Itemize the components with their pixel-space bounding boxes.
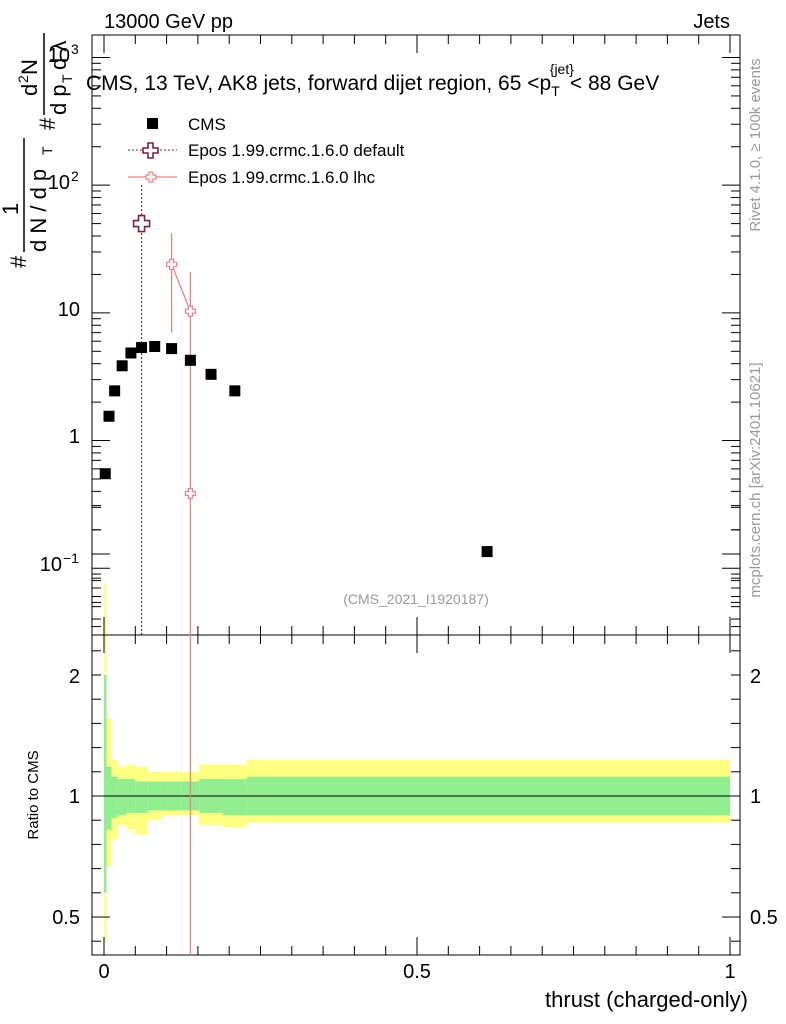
main-y-tick-labels: 10 −1 1 10 10 2 10 3 (40, 41, 80, 576)
y-tick-label-exp: 2 (71, 168, 79, 184)
cms-data-point (125, 347, 137, 359)
y-title-denominator: d N / d p (26, 169, 51, 252)
cms-data-point (149, 341, 161, 353)
cms-data-point (99, 468, 111, 480)
y-title-dlambda: d λ (46, 41, 71, 70)
y-tick-label-base: 10 (48, 172, 70, 194)
ratio-y-axis-title: Ratio to CMS (25, 750, 42, 839)
legend-default-marker (142, 142, 159, 159)
ratio-y-tick-labels: 0.5 1 2 0.5 1 2 (52, 666, 778, 929)
y-tick-label: 1 (69, 426, 80, 448)
ratio-y-tick-label-right: 1 (750, 786, 761, 808)
y-title-dp: d p (46, 84, 71, 115)
ratio-y-tick-label-right: 0.5 (750, 907, 778, 929)
x-tick-labels: 0 0.5 1 (98, 961, 735, 983)
cms-data-point (166, 343, 178, 355)
y-title-one: 1 (0, 203, 23, 215)
source-label: mcplots.cern.ch [arXiv:2401.10621] (747, 362, 764, 597)
chart-title-main: CMS, 13 TeV, AK8 jets, forward dijet reg… (86, 61, 659, 99)
x-tick-label: 1 (724, 961, 735, 983)
main-y-axis-title: # 1 d N / d p T # d 2 N d p T d λ (0, 33, 75, 268)
cms-data-point (184, 354, 196, 366)
ratio-y-tick-label: 2 (69, 666, 80, 688)
x-tick-label: 0 (98, 961, 109, 983)
y-title-d-exp: 2 (15, 75, 31, 83)
y-tick-label: 10 (58, 299, 80, 321)
cms-data-point (116, 360, 128, 372)
cms-data-point (229, 385, 241, 397)
y-tick-label-exp: 3 (71, 41, 79, 57)
legend-label: CMS (188, 115, 226, 134)
y-title-hash-2: # (35, 117, 60, 130)
stat-uncertainty-band (117, 779, 127, 816)
ratio-epos-lhc-point (184, 487, 196, 500)
y-title-pt-sub-2: T (59, 74, 75, 83)
axis-ticks (92, 35, 740, 955)
y-title-N: N (17, 59, 42, 75)
epos-default-point (132, 214, 151, 233)
y-title-hash: # (6, 255, 31, 268)
rivet-version-label: Rivet 4.1.0, ≥ 100k events (747, 58, 764, 231)
x-axis-title: thrust (charged-only) (545, 987, 748, 1012)
y-title-pt-sub: T (39, 146, 55, 155)
y-tick-label-exp: −1 (63, 550, 79, 566)
energy-label: 13000 GeV pp (104, 11, 233, 33)
x-tick-label: 0.5 (403, 961, 431, 983)
ratio-y-tick-label: 0.5 (52, 907, 80, 929)
legend-cms-marker (147, 118, 158, 129)
cms-data-point (103, 410, 115, 422)
legend-label: Epos 1.99.crmc.1.6.0 default (188, 141, 405, 160)
epos-lhc-line (171, 264, 191, 312)
stat-uncertainty-band (111, 776, 118, 818)
stat-uncertainty-band (104, 675, 107, 893)
cms-data-point (136, 342, 148, 354)
y-tick-label-base: 10 (48, 45, 70, 67)
stat-uncertainty-band (135, 781, 148, 813)
epos-lhc-point (166, 258, 178, 270)
ratio-y-tick-label-right: 2 (750, 666, 761, 688)
legend-label: Epos 1.99.crmc.1.6.0 lhc (188, 168, 376, 187)
stat-uncertainty-band (222, 779, 247, 816)
ratio-panel-frame (91, 634, 741, 956)
stat-uncertainty-band (106, 766, 112, 830)
cms-data-point (109, 385, 121, 397)
y-tick-label-base: 10 (40, 554, 62, 576)
ratio-y-tick-label: 1 (69, 786, 80, 808)
epos-lhc-point (184, 305, 196, 317)
data-marks (99, 185, 493, 955)
y-title-d: d (17, 84, 42, 96)
category-label: Jets (693, 11, 730, 33)
legend-lhc-marker (145, 171, 157, 183)
ratio-bands (104, 583, 730, 942)
legend: CMS Epos 1.99.crmc.1.6.0 default Epos 1.… (128, 115, 405, 187)
chart-title: CMS, 13 TeV, AK8 jets, forward dijet reg… (86, 61, 659, 99)
analysis-watermark: (CMS_2021_I1920187) (343, 591, 489, 607)
cms-data-point (205, 368, 217, 380)
cms-data-point (481, 546, 493, 558)
